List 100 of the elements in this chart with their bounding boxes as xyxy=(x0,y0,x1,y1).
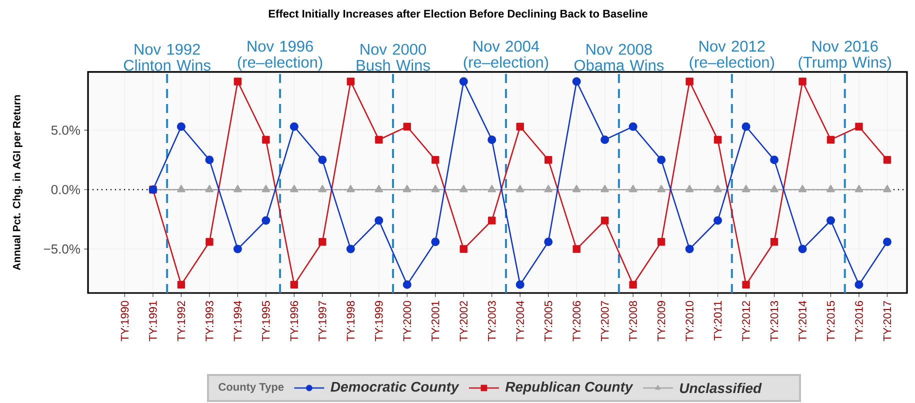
point xyxy=(742,184,750,192)
point xyxy=(714,216,722,225)
x-tick-label: TY:2017 xyxy=(883,301,892,342)
point xyxy=(488,216,496,224)
x-tick-label: TY:2004 xyxy=(516,300,524,342)
chart-title: Effect Initially Increases after Election Before Declining Back to Baseline xyxy=(268,10,648,20)
x-tick-label: TY:2000 xyxy=(403,300,412,342)
point xyxy=(234,78,242,86)
point xyxy=(600,216,609,224)
point xyxy=(431,184,440,192)
x-tick-label: TY:1993 xyxy=(206,301,214,342)
x-tick-label: TY:2013 xyxy=(770,301,778,342)
point xyxy=(262,216,270,225)
ref-line-label: Nov 2004 (re–election) xyxy=(464,40,548,71)
x-tick-label: TY:1997 xyxy=(318,301,326,342)
point xyxy=(177,184,186,192)
point xyxy=(854,280,864,289)
point xyxy=(544,184,552,192)
point xyxy=(374,216,384,225)
y-tick-label: 5.0% xyxy=(51,126,80,135)
point xyxy=(854,184,864,192)
point xyxy=(657,156,666,164)
x-tick-label: TY:2008 xyxy=(629,301,637,342)
point xyxy=(770,238,778,246)
point xyxy=(460,184,468,192)
point xyxy=(318,184,327,192)
x-tick-label: TY:1999 xyxy=(375,301,383,342)
point xyxy=(600,184,609,192)
point xyxy=(318,156,327,164)
point xyxy=(826,136,835,144)
point xyxy=(459,77,468,86)
x-tick-label: TY:2011 xyxy=(714,301,722,340)
point xyxy=(402,280,412,289)
point xyxy=(290,122,298,131)
point xyxy=(742,122,750,131)
x-tick-label: TY:2009 xyxy=(657,301,666,342)
point xyxy=(572,184,581,192)
point xyxy=(826,216,835,225)
point xyxy=(798,244,807,254)
point xyxy=(177,280,186,289)
x-tick-label: TY:2003 xyxy=(488,301,496,342)
point xyxy=(600,135,610,144)
point xyxy=(686,78,694,86)
point xyxy=(657,184,666,192)
point xyxy=(798,78,806,86)
x-tick-label: TY:1996 xyxy=(290,301,298,342)
point xyxy=(572,245,580,253)
point xyxy=(290,184,298,192)
y-tick-label: 0.0% xyxy=(51,185,80,194)
point xyxy=(629,280,637,289)
x-tick-label: TY:2001 xyxy=(431,301,440,342)
x-tick-label: TY:2016 xyxy=(855,301,863,342)
point xyxy=(233,244,242,254)
x-tick-label: TY:2007 xyxy=(600,301,609,342)
point xyxy=(883,184,892,192)
ref-line-label: Nov 1992 Clinton Wins xyxy=(124,44,210,71)
point xyxy=(628,184,638,192)
point xyxy=(290,280,298,289)
point xyxy=(628,122,638,131)
point xyxy=(205,184,214,192)
point xyxy=(516,122,524,130)
point xyxy=(318,238,326,246)
point xyxy=(516,184,524,192)
point xyxy=(855,122,863,130)
point xyxy=(403,184,412,192)
point xyxy=(883,156,892,164)
ref-line-label: Nov 2012 (re–election) xyxy=(690,40,774,71)
point xyxy=(714,136,722,144)
point xyxy=(770,184,778,192)
point xyxy=(375,136,383,144)
point xyxy=(826,184,835,192)
point xyxy=(432,156,440,164)
point xyxy=(882,238,892,246)
point xyxy=(770,156,779,164)
x-tick-label: TY:2010 xyxy=(686,300,694,342)
point xyxy=(544,238,553,246)
point xyxy=(685,184,694,192)
point xyxy=(544,156,552,164)
x-tick-label: TY:2005 xyxy=(544,300,552,342)
point xyxy=(516,280,524,289)
x-tick-label: TY:1995 xyxy=(262,300,270,342)
point xyxy=(572,77,581,86)
ref-line-label: Nov 2000 Bush Wins xyxy=(356,44,430,71)
x-tick-label: TY:2015 xyxy=(826,300,835,342)
point xyxy=(234,184,242,192)
point xyxy=(403,122,411,130)
point xyxy=(798,184,807,192)
ref-line-label: Nov 2008 Obama Wins xyxy=(574,44,664,71)
x-tick-label: TY:2012 xyxy=(742,301,750,342)
point xyxy=(176,122,186,131)
point xyxy=(262,136,270,144)
legend-label: Democratic County xyxy=(330,381,460,395)
point xyxy=(346,244,355,254)
point xyxy=(488,135,496,144)
ref-line-label: Nov 2016 (Trump Wins) xyxy=(798,40,891,71)
y-tick-label: −5.0% xyxy=(44,244,80,254)
point xyxy=(206,238,214,246)
point xyxy=(346,184,355,192)
point xyxy=(374,184,384,192)
point xyxy=(657,238,666,246)
